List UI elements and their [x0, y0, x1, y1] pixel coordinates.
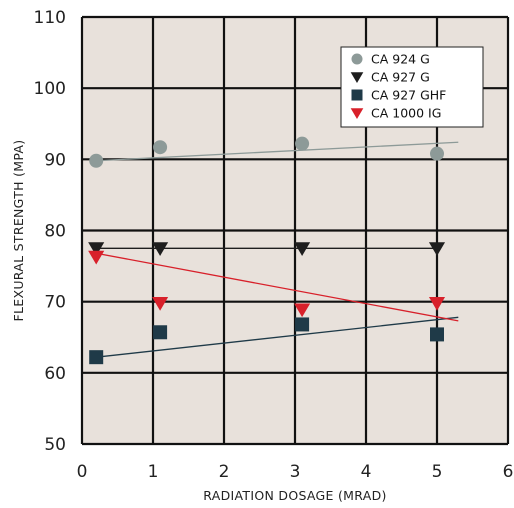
x-tick-label: 2: [219, 462, 230, 482]
legend-marker-1: [350, 72, 364, 84]
y-tick-label: 100: [34, 79, 66, 99]
trend-line-series-3: [96, 252, 459, 322]
y-tick-label: 50: [44, 435, 66, 455]
x-tick-label: 5: [432, 462, 443, 482]
point-series-1-0: [88, 242, 105, 256]
point-series-2-3: [430, 327, 444, 342]
point-series-3-2: [294, 303, 311, 318]
point-series-1-2: [294, 242, 311, 256]
data-points: [88, 136, 446, 365]
x-axis-label: RADIATION DOSAGE (MRAD): [203, 488, 386, 503]
x-tick-label: 6: [503, 462, 514, 482]
legend-label-3: CA 1000 IG: [371, 106, 441, 121]
legend-marker-2: [351, 89, 363, 101]
legend-marker-0: [351, 53, 363, 65]
point-series-2-0: [89, 350, 104, 365]
y-tick-label: 80: [44, 222, 66, 242]
x-tick-label: 3: [290, 462, 301, 482]
y-axis-ticks: 50 60 70 80 90 100 110: [34, 8, 66, 455]
trend-lines: [96, 141, 459, 358]
y-axis-label: FLEXURAL STRENGTH (MPA): [11, 140, 26, 322]
point-series-0-3: [430, 146, 444, 161]
legend-marker-3: [350, 108, 364, 120]
x-tick-label: 1: [148, 462, 159, 482]
point-series-0-1: [153, 140, 168, 155]
point-series-2-2: [295, 317, 310, 332]
point-series-0-2: [295, 136, 310, 151]
y-tick-label: 90: [44, 150, 66, 170]
point-series-1-1: [152, 242, 169, 256]
y-tick-label: 70: [44, 293, 66, 313]
y-tick-label: 60: [44, 364, 66, 384]
legend-label-1: CA 927 G: [371, 70, 430, 85]
point-series-0-0: [89, 153, 104, 168]
y-tick-label: 110: [34, 8, 66, 28]
point-series-1-3: [428, 242, 446, 256]
point-series-3-3: [428, 297, 446, 311]
x-axis-ticks: 0 1 2 3 4 5 6: [77, 462, 514, 482]
x-tick-label: 0: [77, 462, 88, 482]
point-series-2-1: [153, 325, 168, 340]
point-series-3-1: [152, 297, 169, 311]
trend-line-series-0: [96, 141, 459, 162]
point-series-3-0: [88, 250, 105, 265]
trend-line-series-2: [96, 316, 459, 358]
legend-label-2: CA 927 GHF: [371, 88, 446, 103]
legend-label-0: CA 924 G: [371, 52, 430, 67]
legend: CA 924 G CA 927 G CA 927 GHF CA 1000 IG: [340, 46, 484, 128]
x-tick-label: 4: [361, 462, 372, 482]
legend-box: [340, 46, 484, 128]
